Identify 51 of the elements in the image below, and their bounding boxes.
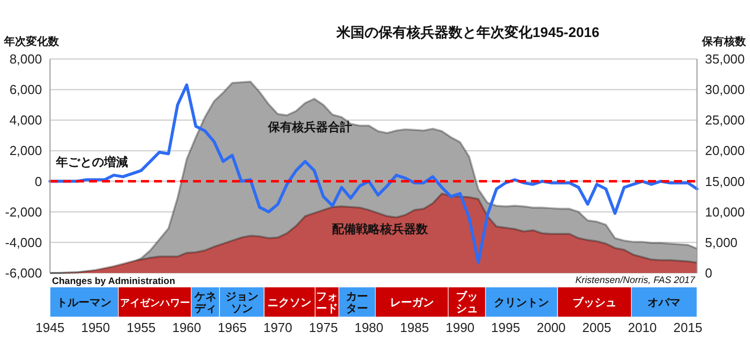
series-label: ジョンソン bbox=[225, 291, 258, 315]
series-label: 年ごとの増減 bbox=[55, 155, 128, 169]
x-tick-label: 1990 bbox=[446, 320, 475, 335]
y2-axis-title: 保有核数 bbox=[701, 35, 747, 48]
x-tick-label: 1985 bbox=[400, 320, 429, 335]
y-tick-label: -4,000 bbox=[5, 234, 42, 250]
series-label: フォード bbox=[316, 291, 338, 315]
series-label: ブッシュ bbox=[572, 296, 616, 309]
series-label: トルーマン bbox=[56, 297, 112, 309]
y2-tick-label: 15,000 bbox=[705, 174, 745, 189]
y2-tick-label: 20,000 bbox=[705, 143, 745, 158]
x-tick-label: 1980 bbox=[354, 320, 384, 335]
y-tick-label: -2,000 bbox=[5, 204, 42, 220]
series-label: レーガン bbox=[390, 297, 434, 309]
series-label: ケネディ bbox=[193, 291, 216, 315]
x-tick-label: 2005 bbox=[582, 320, 612, 335]
y-tick-label: 0 bbox=[34, 174, 42, 189]
y-tick-label: 2,000 bbox=[9, 143, 42, 158]
x-tick-label: 1945 bbox=[36, 320, 64, 335]
y2-tick-label: 5,000 bbox=[705, 234, 738, 250]
y2-tick-label: 35,000 bbox=[705, 52, 745, 66]
x-tick-label: 1995 bbox=[491, 320, 520, 335]
x-tick-label: 1975 bbox=[308, 320, 338, 335]
x-tick-label: 1965 bbox=[218, 320, 247, 335]
x-tick-label: 1950 bbox=[81, 320, 110, 335]
y-tick-label: 4,000 bbox=[9, 112, 42, 128]
x-tick-label: 2015 bbox=[673, 320, 702, 335]
x-tick-label: 1960 bbox=[172, 320, 202, 335]
text: Changes by Administration bbox=[52, 276, 176, 287]
y2-tick-label: 25,000 bbox=[705, 112, 745, 128]
y2-tick-label: 10,000 bbox=[705, 204, 745, 220]
x-tick-label: 2000 bbox=[536, 320, 566, 335]
series-label: クリントン bbox=[494, 297, 550, 309]
y-axis-title: 年次変化数 bbox=[3, 35, 60, 48]
x-tick-label: 1955 bbox=[126, 320, 156, 335]
x-tick-label: 1970 bbox=[263, 320, 292, 335]
series-label: 配備戦略核兵器数 bbox=[332, 222, 429, 236]
series-label: アイゼンハワー bbox=[120, 298, 190, 309]
y-tick-label: -6,000 bbox=[5, 266, 42, 280]
chart-title: 米国の保有核兵器数と年次変化1945-2016 bbox=[336, 24, 600, 40]
series-label: ニクソン bbox=[268, 297, 312, 309]
series-label: 保有核兵器合計 bbox=[267, 120, 352, 134]
series-label: カーター bbox=[346, 291, 368, 315]
y-tick-label: 6,000 bbox=[9, 82, 42, 98]
annotation: Kristensen/Norris, FAS 2017 bbox=[575, 275, 696, 286]
y-tick-label: 8,000 bbox=[9, 52, 42, 66]
x-tick-label: 2010 bbox=[628, 320, 657, 335]
y2-tick-label: 30,000 bbox=[705, 82, 745, 98]
series-label: オバマ bbox=[648, 297, 681, 309]
series-label: ブッシュ bbox=[456, 290, 478, 315]
y2-tick-label: 0 bbox=[705, 266, 712, 280]
